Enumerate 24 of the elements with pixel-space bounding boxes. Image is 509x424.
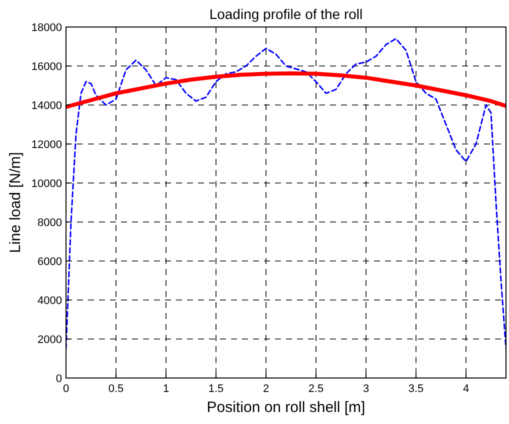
y-tick-label: 6000 [38, 256, 62, 268]
x-tick-label: 3 [362, 383, 370, 395]
x-tick-label: 2.5 [308, 383, 324, 395]
y-tick-label: 14000 [31, 100, 62, 112]
x-tick-label: 0 [62, 383, 70, 395]
y-tick-label: 10000 [31, 178, 62, 190]
x-tick-label: 2 [262, 383, 270, 395]
x-tick-label: 0.5 [108, 383, 124, 395]
y-axis-title: Line load [N/m] [7, 152, 24, 253]
line-series [66, 38, 506, 350]
chart-title: Loading profile of the roll [209, 6, 363, 22]
x-tick-label: 4 [462, 383, 470, 395]
y-tick-label: 4000 [38, 295, 62, 307]
y-tick-label: 2000 [38, 334, 62, 346]
x-tick-label: 1 [162, 383, 170, 395]
line-series [66, 71, 506, 109]
x-tick-label: 3.5 [408, 383, 424, 395]
y-tick-label: 18000 [31, 22, 62, 34]
x-axis-title: Position on roll shell [m] [206, 399, 366, 416]
y-tick-label: 8000 [38, 217, 62, 229]
y-tick-label: 16000 [31, 61, 62, 73]
y-tick-label: 12000 [31, 139, 62, 151]
x-tick-label: 1.5 [208, 383, 224, 395]
y-tick-label: 0 [56, 373, 62, 385]
